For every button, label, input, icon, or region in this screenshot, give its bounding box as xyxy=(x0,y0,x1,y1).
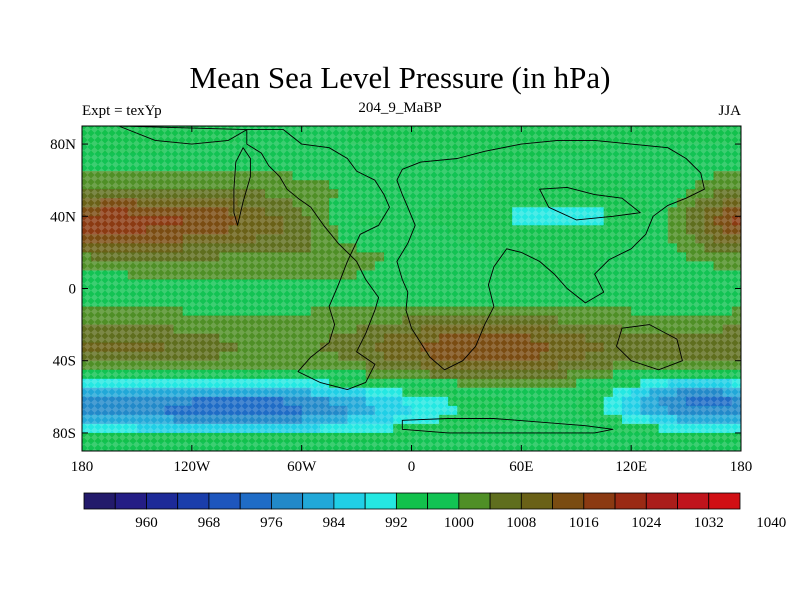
colorbar-swatch xyxy=(271,492,304,510)
colorbar-swatch xyxy=(239,492,272,510)
colorbar-swatch xyxy=(208,492,241,510)
y-tick-label: 40N xyxy=(50,209,76,225)
colorbar-swatch xyxy=(552,492,585,510)
colorbar-swatch xyxy=(708,492,741,510)
coastline xyxy=(118,126,248,145)
x-tick-label: 60E xyxy=(509,459,533,475)
colorbar-swatch xyxy=(489,492,522,510)
colorbar-swatch xyxy=(395,492,429,510)
latitude-axis: 80N 40N 0 40S 80S xyxy=(50,137,741,442)
colorbar-swatch xyxy=(364,492,397,510)
coastline xyxy=(401,418,614,434)
colorbar-label: 1040 xyxy=(756,515,786,531)
colorbar-label: 984 xyxy=(323,515,346,531)
colorbar-swatch xyxy=(333,492,366,510)
colorbar-label: 1016 xyxy=(569,515,600,531)
run-id-label: 204_9_MaBP xyxy=(358,100,442,116)
coastline xyxy=(539,186,641,221)
colorbar-swatch xyxy=(583,492,616,510)
coastline xyxy=(616,324,683,371)
colorbar-swatch xyxy=(146,492,179,510)
colorbar-swatch xyxy=(458,492,491,510)
y-tick-label: 80N xyxy=(50,137,76,153)
map-title: Mean Sea Level Pressure (in hPa) xyxy=(189,60,611,95)
pressure-field xyxy=(82,126,741,451)
colorbar-swatch xyxy=(520,492,553,510)
x-tick-label: 120E xyxy=(615,459,647,475)
colorbar-label: 1032 xyxy=(694,515,724,531)
cell-texture xyxy=(82,126,741,451)
colorbar-swatch xyxy=(177,492,210,510)
colorbar-label: 1008 xyxy=(506,515,536,531)
experiment-label: Expt = texYp xyxy=(82,103,162,119)
colorbar-swatch xyxy=(83,492,116,510)
colorbar-swatch xyxy=(114,492,147,510)
coastline xyxy=(246,129,390,391)
colorbar-label: 992 xyxy=(385,515,408,531)
colorbar-label: 968 xyxy=(198,515,221,531)
x-tick-label: 0 xyxy=(408,459,416,475)
x-tick-label: 60W xyxy=(287,459,317,475)
coastline xyxy=(396,139,705,371)
y-tick-label: 0 xyxy=(69,282,77,298)
coastline xyxy=(233,147,251,226)
colorbar-swatch xyxy=(614,492,647,510)
season-label: JJA xyxy=(718,103,741,119)
colorbar-label: 1024 xyxy=(631,515,662,531)
y-tick-label: 40S xyxy=(53,354,76,370)
colorbar-swatch xyxy=(677,492,710,510)
colorbar-label: 960 xyxy=(135,515,158,531)
colorbar-swatch xyxy=(645,492,678,510)
continent-outlines xyxy=(118,126,705,434)
x-tick-label: 180 xyxy=(71,459,94,475)
longitude-axis: 180 120W 60W 0 60E 120E 180 xyxy=(71,126,753,475)
colorbar: 960 968 976 984 992 1000 1008 1016 1024 1032 1040 xyxy=(83,492,786,531)
colorbar-swatch xyxy=(427,492,460,510)
colorbar-swatch xyxy=(302,492,335,510)
y-tick-label: 80S xyxy=(53,426,76,442)
x-tick-label: 120W xyxy=(173,459,211,475)
x-tick-label: 180 xyxy=(730,459,753,475)
colorbar-label: 1000 xyxy=(444,515,474,531)
colorbar-label: 976 xyxy=(260,515,283,531)
